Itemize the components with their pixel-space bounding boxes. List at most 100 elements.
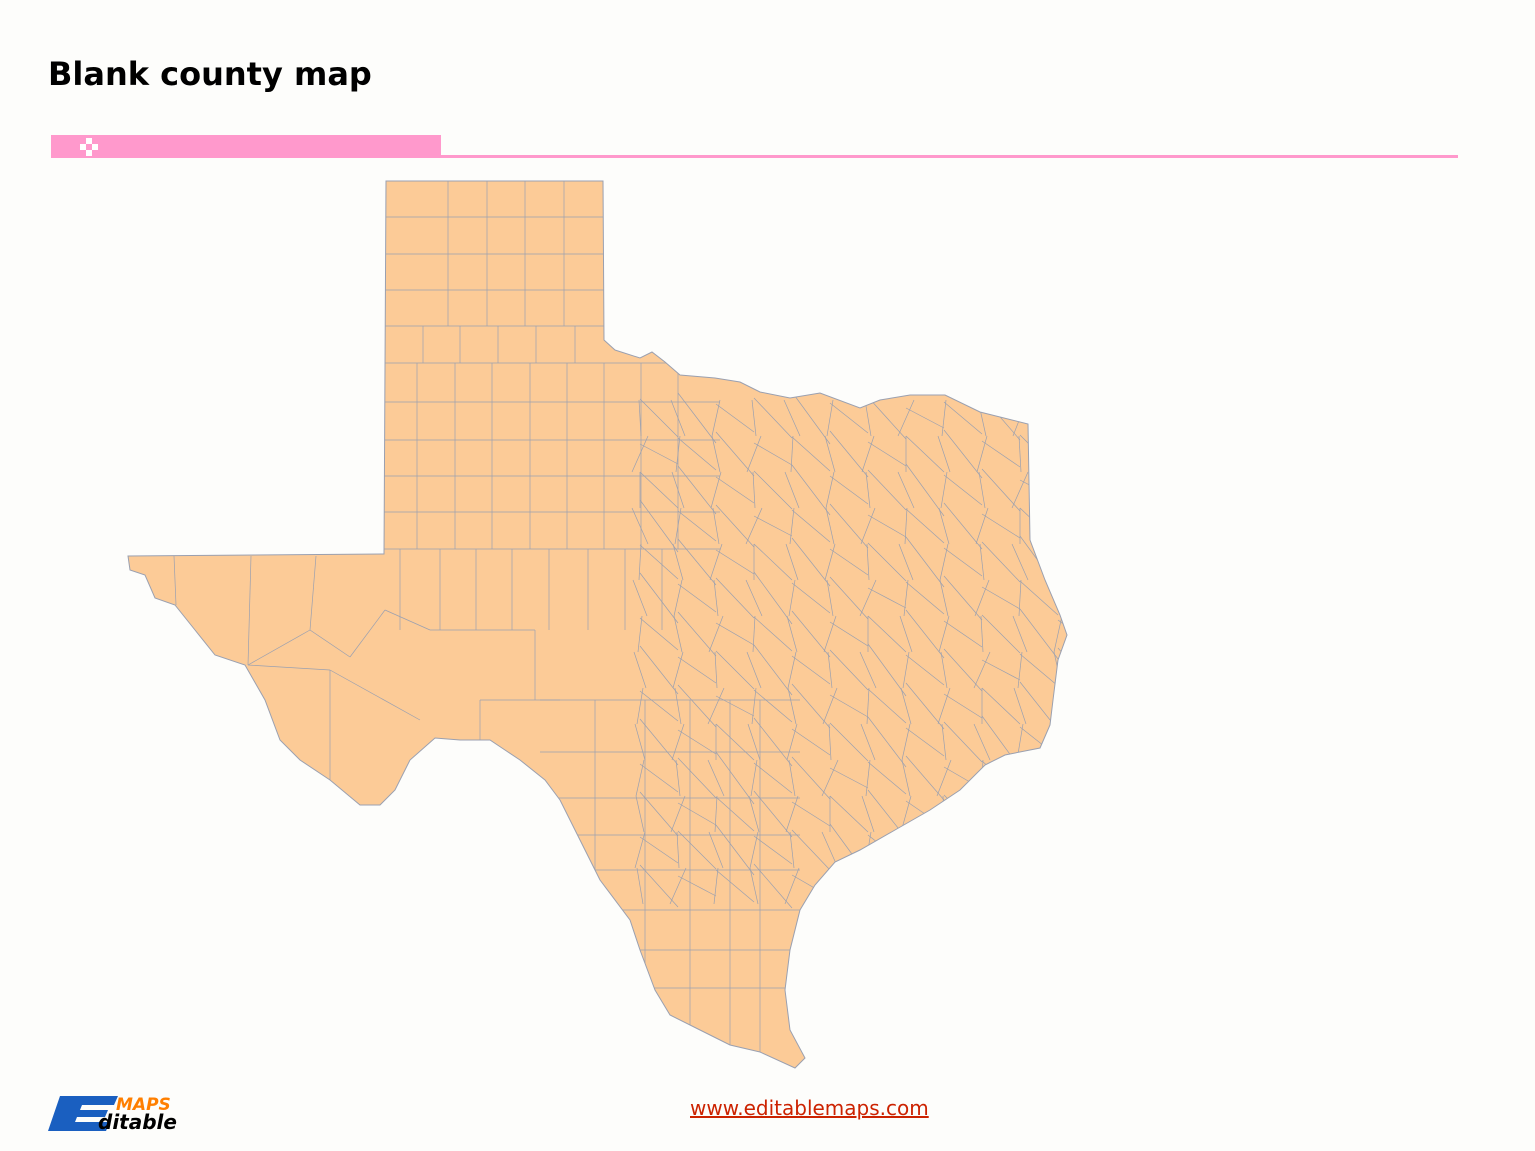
county-border <box>827 651 833 689</box>
county-border <box>981 614 1021 654</box>
county-border <box>1057 473 1067 507</box>
county-border <box>639 690 679 722</box>
county-border <box>636 687 644 725</box>
county-border <box>943 693 983 719</box>
county-border <box>791 436 831 472</box>
county-border <box>1012 615 1028 653</box>
county-border <box>753 470 793 510</box>
county-border <box>902 651 910 689</box>
county-border <box>1057 428 1067 480</box>
county-border <box>905 508 945 544</box>
county-border <box>905 435 945 473</box>
county-border <box>670 795 686 833</box>
county-border <box>1019 827 1059 873</box>
county-border <box>785 543 799 581</box>
county-border <box>711 435 721 473</box>
county-border <box>943 839 983 861</box>
county-border <box>829 402 869 434</box>
county-border <box>905 581 945 615</box>
county-border <box>715 650 755 690</box>
county-border <box>826 579 834 617</box>
county-border <box>900 687 912 725</box>
county-border <box>639 645 679 695</box>
county-border <box>752 615 756 653</box>
county-border <box>309 629 351 658</box>
county-border <box>669 867 687 905</box>
county-border <box>938 507 950 545</box>
county-border <box>785 795 799 833</box>
county-border <box>639 499 679 553</box>
county-border <box>974 795 990 833</box>
county-border <box>1019 872 1059 900</box>
county-border <box>905 609 945 659</box>
county-border <box>1056 399 1060 437</box>
county-border <box>975 507 989 545</box>
county-border <box>1013 687 1027 725</box>
county-border <box>903 579 909 617</box>
county-border <box>715 695 755 717</box>
county-border <box>639 763 679 793</box>
county-border <box>787 651 797 689</box>
county-border <box>635 759 645 797</box>
county-border <box>707 687 725 725</box>
county-border <box>1057 501 1067 551</box>
county-border <box>349 609 386 658</box>
county-border <box>677 830 717 870</box>
county-border <box>824 543 836 581</box>
editable-maps-logo: MAPS ditable <box>48 1095 177 1133</box>
county-border <box>631 507 649 545</box>
county-border <box>1057 546 1067 578</box>
county-border <box>943 794 983 834</box>
county-border <box>905 463 945 517</box>
decorative-dots-icon <box>80 138 98 156</box>
county-border <box>943 547 983 577</box>
county-border <box>745 579 763 617</box>
county-border <box>979 831 985 869</box>
county-border <box>937 435 951 473</box>
county-border <box>791 829 831 871</box>
county-border <box>677 802 717 826</box>
county-border <box>867 469 907 511</box>
county-border <box>1014 759 1026 797</box>
county-border <box>753 571 793 625</box>
county-border <box>791 655 831 685</box>
county-border <box>753 689 793 723</box>
county-border <box>829 795 869 833</box>
county-border <box>943 867 983 905</box>
county-border <box>829 503 869 549</box>
county-border <box>981 541 1021 583</box>
county-border <box>790 435 794 473</box>
county-border <box>639 398 679 438</box>
county-border <box>829 475 869 505</box>
county-border <box>637 615 643 653</box>
county-border <box>905 654 945 686</box>
county-border <box>712 507 720 545</box>
county-border <box>981 687 1021 725</box>
county-border <box>867 688 907 724</box>
county-border <box>708 615 724 653</box>
county-border <box>981 440 1021 468</box>
county-border <box>897 399 915 437</box>
county-border <box>715 549 755 575</box>
county-border <box>973 723 991 761</box>
county-border <box>976 435 988 473</box>
website-link[interactable]: www.editablemaps.com <box>690 1096 929 1120</box>
county-border <box>905 873 945 899</box>
county-border <box>752 471 756 509</box>
county-border <box>1057 720 1067 764</box>
county-border <box>715 431 755 477</box>
county-border <box>638 543 642 581</box>
county-border <box>753 515 793 537</box>
county-borders <box>173 181 1067 1060</box>
county-border <box>980 615 984 653</box>
county-border <box>1050 435 1066 473</box>
county-border <box>710 471 722 509</box>
county-border <box>943 721 983 763</box>
county-border <box>940 471 948 509</box>
county-border <box>747 723 761 761</box>
county-border <box>901 723 911 761</box>
county-border <box>1011 543 1029 581</box>
county-border <box>829 649 869 691</box>
county-border <box>749 831 759 869</box>
county-border <box>904 507 908 545</box>
